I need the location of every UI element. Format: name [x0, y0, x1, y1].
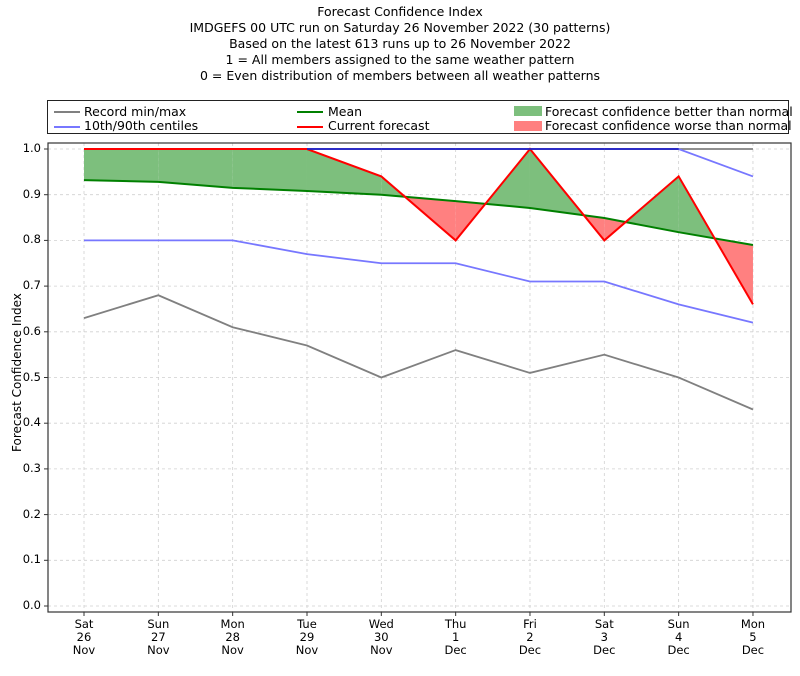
x-tick-label-date: 29 — [299, 630, 315, 644]
fill-better-than-normal — [232, 149, 307, 192]
x-tick-label: Thu 1 Dec — [431, 618, 481, 657]
x-tick-label-date: 30 — [373, 630, 389, 644]
x-tick-label: Sun 4 Dec — [654, 618, 704, 657]
y-tick-label: 0.4 — [22, 415, 41, 430]
x-tick-label-day: Mon — [220, 617, 245, 631]
fill-better-than-normal — [306, 149, 382, 195]
legend-label-worse: Forecast confidence worse than normal — [545, 118, 792, 133]
x-tick-label-date: 2 — [526, 630, 534, 644]
x-tick-label-month: Nov — [370, 643, 393, 657]
series-line-p10 — [84, 239, 754, 324]
x-tick-label-month: Nov — [72, 643, 96, 657]
y-tick-label: 0.6 — [22, 323, 41, 338]
x-tick-label-month: Nov — [295, 643, 319, 657]
x-tick-label-day: Fri — [523, 617, 537, 631]
y-tick-label: 0.1 — [22, 552, 41, 567]
chart-subtitle-zero: 0 = Even distribution of members between… — [199, 68, 601, 83]
legend-swatch-better — [514, 106, 542, 116]
x-tick-label-month: Dec — [741, 643, 765, 657]
x-tick-label-date: 26 — [76, 630, 92, 644]
x-tick-label-day: Thu — [444, 617, 467, 631]
y-tick-label: 1.0 — [22, 141, 41, 155]
axis-ticks — [44, 148, 754, 616]
x-tick-label: Fri 2 Dec — [505, 618, 555, 657]
legend-swatch-mean — [297, 111, 323, 113]
x-tick-label: Wed 30 Nov — [356, 618, 406, 657]
x-tick-label: Mon 5 Dec — [728, 618, 778, 657]
x-tick-label: Sat 26 Nov — [59, 618, 109, 657]
series-line-mean — [83, 179, 754, 246]
legend-label-record: Record min/max — [84, 104, 187, 119]
legend-label-better: Forecast confidence better than normal — [545, 104, 793, 119]
y-tick-label: 0.0 — [22, 598, 41, 612]
fill-better-than-normal — [158, 149, 233, 188]
x-tick-label: Tue 29 Nov — [282, 618, 332, 657]
chart-subtitle-one: 1 = All members assigned to the same wea… — [225, 52, 575, 67]
x-tick-label-month: Dec — [593, 643, 616, 657]
x-tick-label: Sun 27 Nov — [133, 618, 183, 657]
legend-swatch-worse — [514, 121, 542, 131]
legend-label-centiles: 10th/90th centiles — [84, 118, 199, 133]
legend-label-current: Current forecast — [328, 118, 430, 133]
legend-swatch-record — [54, 111, 80, 113]
chart-subtitle-run: IMDGEFS 00 UTC run on Saturday 26 Novemb… — [189, 20, 611, 35]
legend-swatch-current — [297, 126, 323, 128]
y-tick-label: 0.5 — [22, 369, 41, 384]
series-line-record-min — [83, 294, 754, 411]
x-tick-label-day: Tue — [297, 617, 317, 631]
legend-label-mean: Mean — [328, 104, 363, 119]
x-tick-label-month: Dec — [444, 643, 467, 657]
x-tick-label-day: Mon — [740, 617, 766, 631]
x-tick-label-date: 5 — [749, 630, 757, 644]
y-tick-label: 0.9 — [22, 186, 41, 201]
x-tick-label-date: 1 — [451, 630, 460, 644]
x-tick-label-day: Sat — [594, 617, 614, 631]
series-line-current — [84, 147, 754, 305]
x-tick-label-month: Nov — [147, 643, 170, 657]
x-tick-label-date: 27 — [151, 630, 166, 644]
x-tick-label-day: Sun — [667, 617, 690, 631]
x-tick-label-month: Nov — [221, 643, 244, 657]
x-tick-label: Sat 3 Dec — [579, 618, 629, 657]
x-tick-label-date: 28 — [225, 630, 240, 644]
y-tick-label: 0.8 — [22, 232, 41, 247]
x-tick-label-month: Dec — [518, 643, 542, 657]
y-tick-label: 0.3 — [22, 460, 41, 475]
grid — [48, 143, 791, 612]
x-tick-label-month: Dec — [667, 643, 690, 657]
x-tick-label-day: Sun — [147, 617, 170, 631]
x-tick-label-day: Sat — [74, 617, 94, 631]
chart-title: Forecast Confidence Index — [317, 4, 483, 19]
series-lines — [83, 147, 754, 411]
legend: Record min/max 10th/90th centiles Mean C… — [47, 100, 793, 134]
y-tick-label: 0.7 — [22, 278, 41, 293]
x-tick-label: Mon 28 Nov — [208, 618, 258, 657]
y-axis-label: Forecast Confidence Index — [10, 293, 24, 452]
x-tick-label-date: 4 — [674, 630, 683, 644]
x-tick-label-day: Wed — [368, 617, 394, 631]
x-tick-label-date: 3 — [600, 630, 608, 644]
fill-better-than-normal — [625, 176, 679, 233]
fill-better-than-normal — [84, 149, 159, 182]
legend-swatch-centiles — [54, 126, 80, 128]
chart-subtitle-runs: Based on the latest 613 runs up to 26 No… — [229, 36, 571, 51]
y-tick-label: 0.2 — [22, 506, 41, 521]
